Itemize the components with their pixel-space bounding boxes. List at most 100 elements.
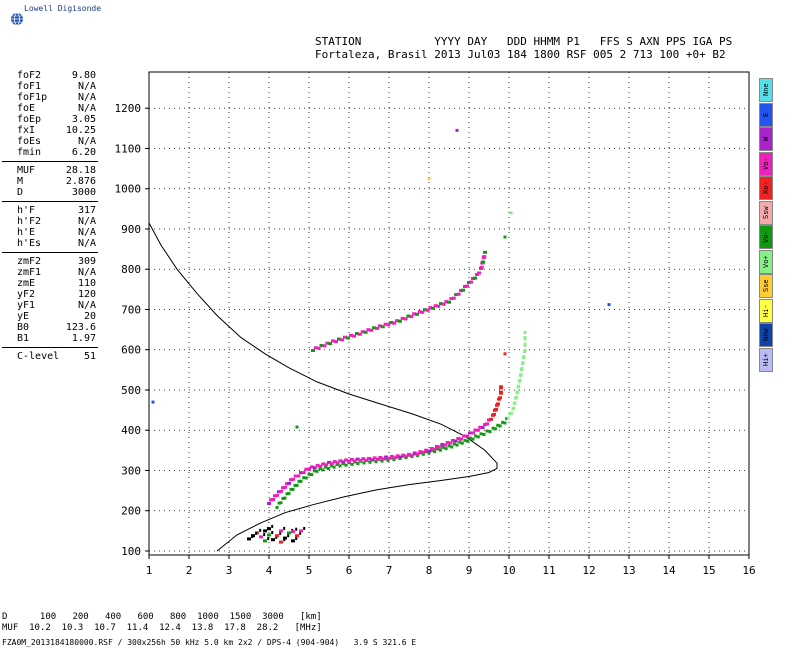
param-row-yf2: yF2 120 [0,289,100,300]
x-tick-label: 10 [502,564,515,577]
legend-label: Vo- [762,230,770,244]
param-value: 3000 [71,187,96,198]
trace-point-green [455,443,459,447]
trace-point-green [326,467,330,470]
trace-point-upper [331,339,335,343]
trace-point-green [341,462,345,466]
trace-point-ordinary [429,447,434,450]
param-value: 309 [77,256,96,267]
param-row-zme: zmE 110 [0,278,100,289]
trace-point-upper [465,284,469,288]
param-name: B0 [17,322,30,333]
trace-point-green [496,423,500,427]
trace-point-upper [436,304,441,308]
param-row-hf2: h'F2 N/A [0,216,100,227]
param-name: D [17,187,24,198]
param-name: h'F [17,205,36,216]
param-value: 10.25 [65,125,96,136]
trace-point-ordinary [358,459,363,462]
trace-point-green [302,476,306,480]
legend-item: Xo- [759,176,773,200]
muf-distance-row: D 100 200 400 600 800 1000 1500 3000 [km… [2,612,322,622]
trace-point-upper [428,306,433,310]
trace-point-green [505,417,509,421]
trace-point-upper [397,319,402,323]
trace-point-green [347,461,351,465]
param-separator [2,347,98,348]
trace-point-green [279,501,283,505]
trace-point-upper [372,326,377,330]
x-tick-label: 15 [702,564,715,577]
param-value: 3.05 [71,114,96,125]
trace-point-green [482,433,486,436]
trace-point-ordinary [291,477,295,481]
trace-point-upper [415,312,419,316]
isolated-point [295,425,299,429]
header-line-2: Fortaleza, Brasil 2013 Jul03 184 1800 RS… [315,48,726,61]
trace-point-upper [349,333,353,337]
x-tick-label: 7 [386,564,393,577]
trace-point-green [374,460,378,464]
trace-point-ordinary [485,422,489,426]
noise-point [271,531,274,534]
legend-item: Hi+ [759,347,773,372]
param-name: foEs [17,136,42,147]
trace-point-upper [337,337,341,341]
trace-point-ordinary [468,431,472,435]
trace-point-upper [425,308,430,312]
trace-point-ordinary [327,460,331,464]
noise-point [279,531,282,535]
trace-point-green [479,432,483,436]
trace-point-upper [389,321,394,324]
legend-label: Sse [762,279,770,293]
trace-point-green [338,464,342,468]
trace-point-upper [461,288,465,292]
x-tick-label: 14 [662,564,676,577]
param-value: N/A [77,136,96,147]
param-value: N/A [77,92,96,103]
trace-point-ordinary [499,390,503,394]
trace-point-ordinary [418,450,423,454]
param-name: foF1p [17,92,48,103]
param-row-zmf2: zmF2 309 [0,256,100,267]
legend-item: Sse [759,274,773,298]
trace-point-ordinary [499,385,503,389]
trace-point-green [514,396,518,399]
muf-table: D 100 200 400 600 800 1000 1500 3000 [km… [2,612,322,634]
trace-point-ordinary [267,502,271,505]
trace-point-green [285,492,289,496]
trace-point-ordinary [489,417,493,421]
trace-point-green [488,430,492,434]
trace-point-ordinary [309,465,314,469]
trace-point-upper [328,342,333,346]
trace-point-upper [482,255,487,259]
param-row-fxi: fxI 10.25 [0,125,100,136]
param-row-hf: h'F 317 [0,205,100,216]
trace-point-green [474,434,478,438]
trace-point-green [398,457,402,461]
trace-point-green [362,461,366,465]
trace-point-ordinary [494,407,498,411]
param-name: B1 [17,333,30,344]
param-value: 1.97 [71,333,96,344]
noise-point [247,537,251,541]
trace-point-ordinary [287,481,291,485]
y-tick-label: 500 [121,384,141,397]
trace-point-upper [343,335,347,339]
trace-point-upper [479,265,484,269]
trace-point-upper [409,315,414,319]
noise-point [267,537,270,540]
y-tick-label: 1200 [115,102,142,115]
trace-point-green [458,440,462,444]
trace-point-ordinary [318,464,323,468]
trace-point-green [430,448,434,452]
trace-point-ordinary [369,458,374,462]
param-name: M [17,176,24,187]
trace-point-upper [340,338,344,342]
noise-point [287,534,290,538]
legend-item: Nne [759,78,773,102]
trace-point-green [471,437,475,441]
param-value: 120 [77,289,96,300]
noise-point [267,533,271,537]
trace-point-upper [403,317,408,321]
